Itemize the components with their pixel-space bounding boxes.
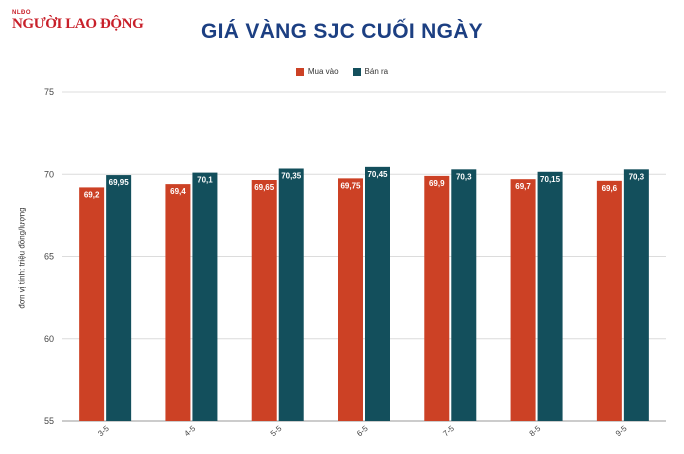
legend-swatch-buy bbox=[295, 67, 304, 76]
bar-buy-5-5 bbox=[251, 180, 277, 421]
legend-label-sell: Bán ra bbox=[364, 67, 389, 76]
x-tick-label-6-5: 6-5 bbox=[355, 424, 370, 439]
data-label-buy-3-5: 69,2 bbox=[84, 190, 100, 199]
data-label-buy-8-5: 69,7 bbox=[515, 182, 531, 191]
brand-logo: NLĐO NGƯỜI LAO ĐỘNG bbox=[12, 10, 144, 34]
bar-sell-5-5 bbox=[278, 168, 304, 421]
data-label-sell-7-5: 70,3 bbox=[456, 172, 472, 181]
x-tick-label-3-5: 3-5 bbox=[96, 424, 111, 439]
data-label-buy-4-5: 69,4 bbox=[170, 187, 186, 196]
bar-sell-6-5 bbox=[365, 166, 390, 421]
data-label-buy-9-5: 69,6 bbox=[602, 184, 618, 193]
bar-buy-3-5 bbox=[79, 187, 105, 421]
logo-main-text: NGƯỜI LAO ĐỘNG bbox=[12, 16, 144, 32]
chart-legend: Mua vào Bán ra bbox=[0, 67, 684, 76]
data-label-sell-4-5: 70,1 bbox=[197, 176, 213, 185]
bar-buy-9-5 bbox=[596, 180, 622, 421]
legend-item-buy: Mua vào bbox=[295, 67, 339, 76]
y-tick-label-75: 75 bbox=[44, 87, 54, 97]
data-label-sell-6-5: 70,45 bbox=[367, 170, 388, 179]
data-label-sell-8-5: 70,15 bbox=[540, 175, 561, 184]
bar-sell-3-5 bbox=[106, 175, 132, 421]
bar-sell-9-5 bbox=[623, 169, 649, 421]
data-label-sell-3-5: 69,95 bbox=[109, 178, 130, 187]
bar-buy-4-5 bbox=[165, 184, 191, 421]
bar-buy-7-5 bbox=[424, 175, 450, 421]
bar-buy-6-5 bbox=[338, 178, 363, 421]
data-label-sell-5-5: 70,35 bbox=[281, 171, 302, 180]
legend-swatch-sell bbox=[352, 67, 361, 76]
legend-label-buy: Mua vào bbox=[307, 67, 339, 76]
bar-buy-8-5 bbox=[510, 179, 536, 421]
bar-sell-8-5 bbox=[537, 171, 563, 421]
data-label-buy-5-5: 69,65 bbox=[254, 183, 275, 192]
data-label-sell-9-5: 70,3 bbox=[629, 172, 645, 181]
y-tick-label-70: 70 bbox=[44, 169, 54, 179]
chart-title: GIÁ VÀNG SJC CUỐI NGÀY bbox=[201, 20, 483, 43]
x-tick-label-8-5: 8-5 bbox=[528, 424, 543, 439]
data-label-buy-6-5: 69,75 bbox=[340, 181, 361, 190]
legend-item-sell: Bán ra bbox=[352, 67, 389, 76]
x-tick-label-5-5: 5-5 bbox=[269, 424, 284, 439]
bar-sell-7-5 bbox=[451, 169, 477, 421]
logo-top-text: NLĐO bbox=[12, 10, 31, 16]
y-tick-label-65: 65 bbox=[44, 252, 54, 262]
y-tick-label-60: 60 bbox=[44, 334, 54, 344]
x-tick-label-4-5: 4-5 bbox=[183, 424, 198, 439]
y-tick-label-55: 55 bbox=[44, 416, 54, 426]
bar-sell-4-5 bbox=[192, 172, 218, 421]
x-tick-label-9-5: 9-5 bbox=[614, 424, 629, 439]
data-label-buy-7-5: 69,9 bbox=[429, 179, 445, 188]
x-tick-label-7-5: 7-5 bbox=[441, 424, 456, 439]
